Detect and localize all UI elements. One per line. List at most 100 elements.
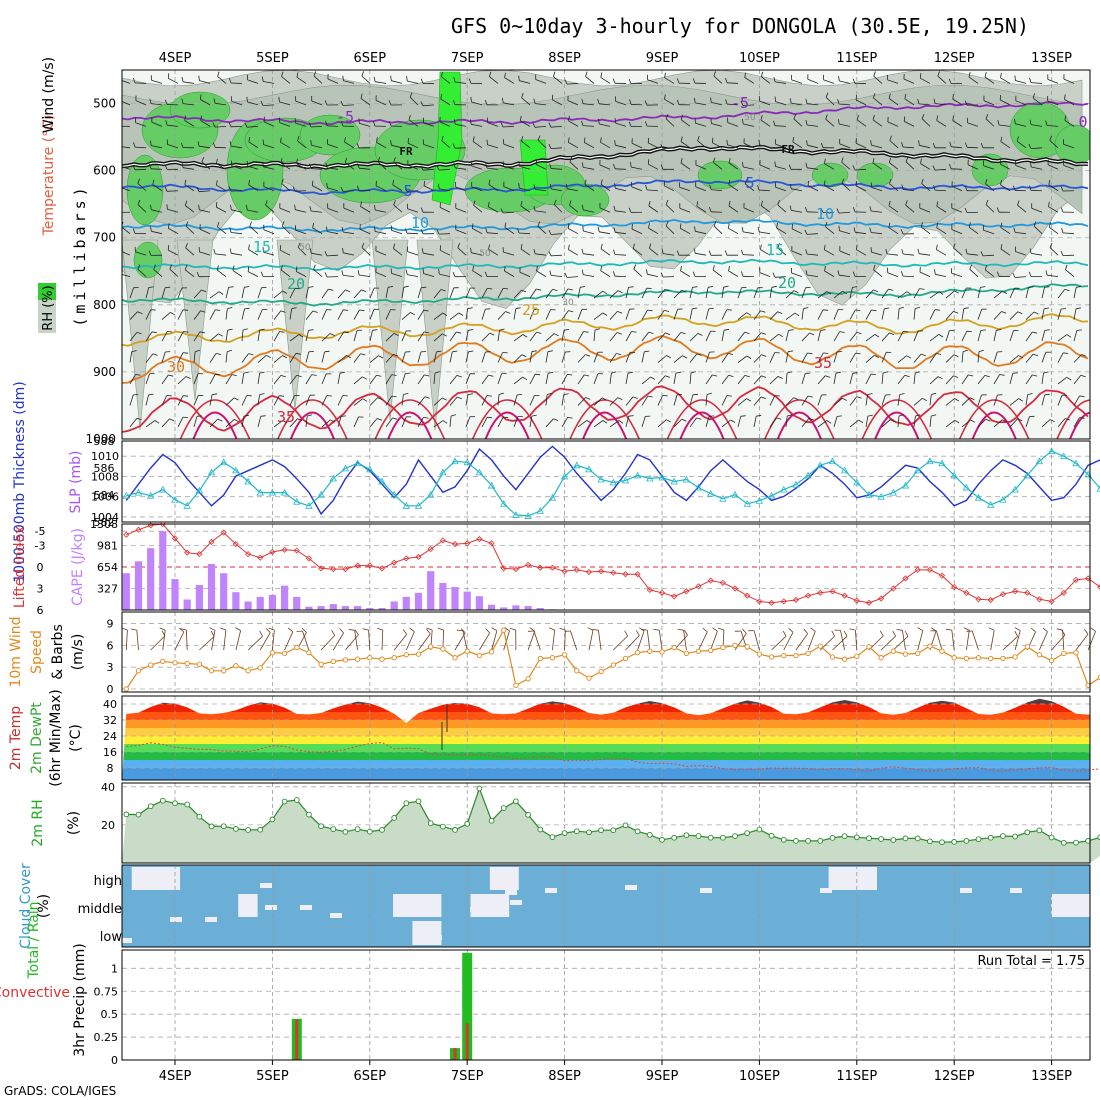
wind-barb [593, 330, 596, 342]
wind-barb [1000, 77, 1011, 84]
wind-barb [600, 248, 611, 256]
wind-barb-flag [515, 307, 521, 310]
wind-speed-marker [549, 655, 556, 661]
li-marker [135, 526, 142, 533]
temp-band [122, 720, 1090, 728]
wind-barb-flag [692, 78, 696, 84]
rh-marker [829, 835, 836, 841]
wind-barb [247, 101, 259, 106]
cloud-clear-patch [393, 894, 442, 917]
li-marker [646, 586, 653, 593]
wind-barb-flag [548, 372, 554, 374]
wind-barb-flag [377, 156, 381, 162]
wind-barb-flag [936, 222, 939, 228]
wind-barb [385, 417, 393, 428]
wind-barb-flag [309, 163, 312, 169]
wind-barb-flag [403, 393, 409, 395]
wind-barb [455, 81, 467, 84]
surface-barb [1062, 629, 1065, 651]
rh-contour-label: 50 [744, 113, 756, 123]
wind-barb [145, 309, 152, 320]
wind-barb-flag [281, 221, 285, 227]
wind-barb [920, 163, 931, 170]
wind-barb-flag [661, 248, 664, 254]
wind-barb-flag [692, 307, 698, 310]
surface-barb [186, 629, 188, 651]
wind-barb-flag [265, 200, 268, 206]
wind-barb-flag [1079, 395, 1085, 398]
wind-barb-flag [233, 397, 239, 401]
wind-barb-flag [436, 165, 440, 171]
wind-barb [902, 275, 915, 278]
wind-barb [1057, 418, 1066, 428]
surface-barb-flag [683, 629, 688, 636]
wind-barb [327, 187, 339, 192]
wind-barb-flag [663, 180, 666, 186]
wind-barb-flag [680, 332, 686, 335]
isotherm-40-dome [192, 411, 238, 439]
wind-barb [936, 205, 947, 213]
wind-barb-flag [903, 330, 909, 333]
wind-barb [503, 186, 515, 192]
wind-barb-flag [440, 289, 446, 292]
wind-barb-flag [440, 71, 444, 77]
wind-speed-marker [1061, 650, 1067, 657]
wind-barb-flag [713, 157, 716, 163]
wind-barb-flag [261, 76, 264, 82]
wind-barb-flag [329, 333, 335, 336]
rh-marker [720, 834, 726, 841]
wind-barb [1049, 140, 1059, 149]
wind-barb [679, 207, 691, 213]
surface-barb-flag [831, 630, 835, 637]
wind-barb-flag [137, 264, 141, 270]
wind-barb [263, 121, 275, 127]
lifted-index-axis-label: Lifted Index [12, 526, 28, 608]
isotherm-40-dome [1068, 411, 1090, 439]
cape-bar [512, 605, 520, 610]
wind-barb [680, 228, 691, 235]
wind-barb-flag [694, 226, 696, 232]
slp-tick: 1006 [91, 491, 119, 504]
wind-barb-flag [551, 94, 554, 100]
wind-barb [502, 211, 515, 214]
wind-barb [193, 373, 199, 385]
wind-barb-flag [150, 140, 152, 146]
wind-barb [497, 288, 504, 299]
wind-barb-flag [281, 71, 284, 77]
wind-barb-flag [872, 114, 875, 121]
wind-barb-flag [680, 158, 683, 164]
wind-barb [1073, 308, 1077, 320]
wind-barb-flag [137, 199, 141, 205]
wind-barb-flag [568, 115, 570, 121]
wind-barb [376, 141, 387, 149]
wind-barb-flag [498, 392, 504, 395]
wind-barb-flag [594, 328, 600, 331]
slp-marker [962, 483, 971, 491]
slp-marker [865, 490, 873, 498]
rh-marker [780, 836, 787, 843]
surface-barb-flag [945, 628, 952, 631]
wind-barb [409, 97, 419, 106]
wind-barb-flag [665, 113, 669, 119]
wind-barb [1033, 225, 1043, 234]
wind-barb-flag [164, 99, 168, 105]
wind-barb-flag [585, 397, 591, 400]
wind-speed-marker [342, 657, 349, 663]
surface-barb-flag [121, 627, 128, 631]
wind-barb-flag [597, 226, 600, 232]
wind-barb [122, 101, 131, 106]
wind-barb [929, 415, 932, 427]
wind-barb [728, 270, 739, 277]
wind-barb-flag [391, 374, 397, 376]
wind-barb [422, 168, 435, 171]
wind-barb-flag [217, 418, 223, 422]
wind-barb [262, 104, 275, 106]
wind-barb [153, 269, 163, 277]
li-marker [780, 598, 787, 605]
wind-barb-flag [441, 397, 447, 401]
wind-barb [353, 376, 363, 385]
wind-barb-flag [117, 122, 119, 127]
isotherm-40-dome [679, 411, 725, 439]
slp-marker [682, 475, 691, 483]
wind-barb-flag [485, 227, 488, 233]
